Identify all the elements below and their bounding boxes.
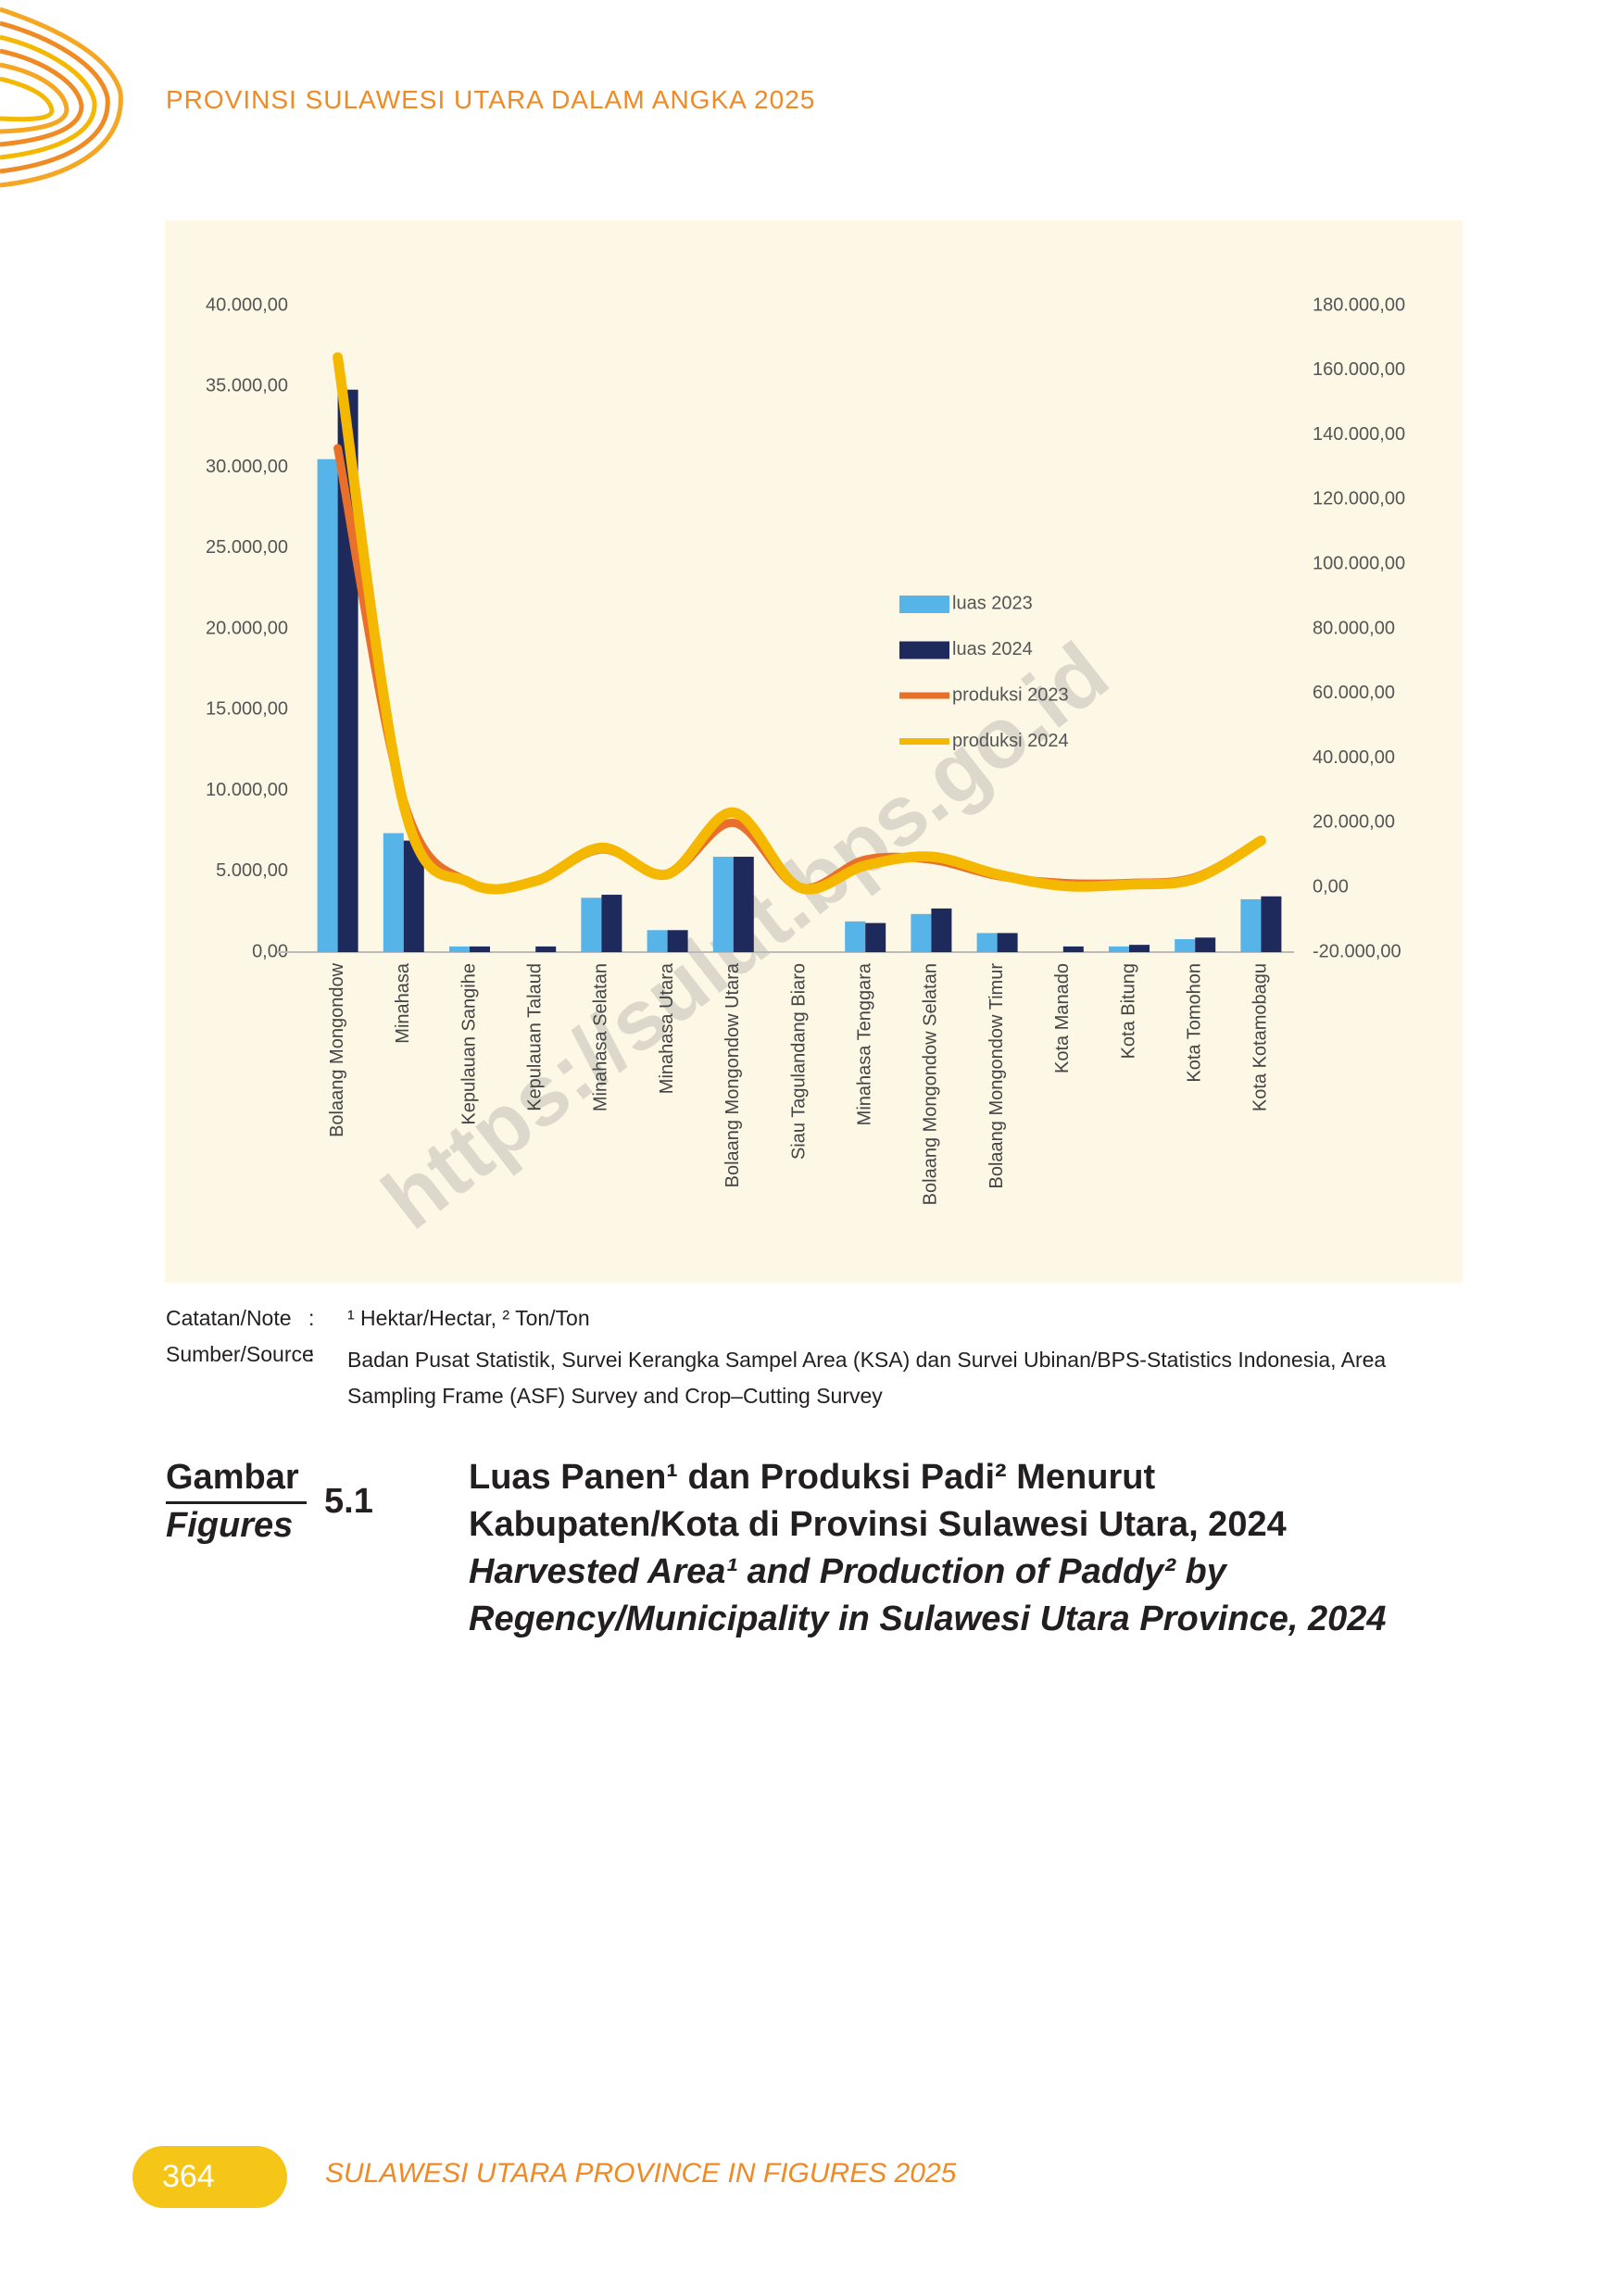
y2-tick-label: 0,00 [1313, 876, 1349, 897]
x-tick-label: Minahasa [393, 962, 413, 1044]
x-tick-label: Kepulauan Talaud [524, 963, 545, 1111]
legend-label: luas 2023 [952, 593, 1033, 613]
x-tick-label: Kota Kotamobagu [1250, 963, 1271, 1111]
y2-tick-label: 120.000,00 [1313, 489, 1405, 509]
bar [931, 908, 952, 952]
x-tick-label: Minahasa Utara [657, 962, 677, 1094]
decoration [0, 6, 123, 188]
bar [1062, 946, 1084, 952]
source-label: Sumber/Source [166, 1342, 314, 1366]
legend-label: produksi 2024 [952, 731, 1069, 751]
caption-label: Gambar [166, 1454, 307, 1504]
bar [667, 930, 688, 952]
y2-tick-label: 20.000,00 [1313, 812, 1395, 833]
caption-title-en: Regency/Municipality in Sulawesi Utara P… [469, 1600, 1387, 1638]
y2-tick-label: 40.000,00 [1313, 747, 1395, 768]
bar [1240, 898, 1262, 952]
y-tick-label: 0,00 [252, 941, 288, 961]
caption-title: Luas Panen¹ dan Produksi Padi² Menurut [469, 1458, 1156, 1497]
x-tick-label: Bolaang Mongondow Utara [723, 962, 743, 1187]
bar [712, 857, 734, 952]
y2-tick-label: 160.000,00 [1313, 359, 1405, 380]
bar [865, 922, 886, 952]
legend-label: luas 2024 [952, 639, 1033, 659]
note-label: Catatan/Note [166, 1306, 292, 1330]
bar [581, 897, 602, 952]
legend-swatch [899, 641, 949, 659]
y2-tick-label: 60.000,00 [1313, 683, 1395, 703]
x-tick-label: Bolaang Mongondow Timur [986, 963, 1007, 1189]
x-tick-label: Bolaang Mongondow Selatan [921, 963, 941, 1205]
x-tick-label: Minahasa Selatan [591, 963, 611, 1111]
bar [317, 458, 338, 952]
bar [601, 895, 622, 952]
y-tick-label: 10.000,00 [206, 780, 288, 800]
bar [403, 840, 424, 952]
bar [845, 921, 866, 952]
source-separator: : [308, 1342, 315, 1366]
bar [997, 933, 1018, 952]
bar [647, 930, 668, 952]
bar [470, 946, 490, 952]
y-tick-label: 35.000,00 [206, 376, 288, 396]
y2-tick-label: 140.000,00 [1313, 424, 1405, 445]
bar [383, 833, 404, 952]
y2-tick-label: 180.000,00 [1313, 295, 1405, 315]
bar [1175, 939, 1196, 952]
y2-tick-label: -20.000,00 [1313, 941, 1401, 961]
caption-number: 5.1 [324, 1482, 373, 1521]
y-tick-label: 40.000,00 [206, 295, 288, 315]
bar [449, 946, 470, 952]
chart: https://sulut.bps.go.id 0,005.000,0010.0… [165, 220, 1463, 1283]
header-title: PROVINSI SULAWESI UTARA DALAM ANGKA 2025 [166, 85, 816, 114]
source-text: Badan Pusat Statistik, Survei Kerangka S… [347, 1348, 1387, 1408]
page-number-badge [132, 2146, 287, 2208]
chart-background [165, 220, 1463, 1283]
caption-label-en: Figures [166, 1506, 294, 1545]
x-tick-label: Kota Bitung [1118, 963, 1138, 1059]
bar [535, 946, 557, 952]
bar [1109, 946, 1129, 952]
x-tick-label: Kota Tomohon [1184, 963, 1204, 1083]
legend-label: produksi 2023 [952, 684, 1069, 705]
page-number: 364 [162, 2159, 215, 2194]
y-tick-label: 15.000,00 [206, 699, 288, 720]
x-tick-label: Kota Manado [1052, 963, 1073, 1073]
bar [1129, 945, 1150, 952]
caption-title-en: Harvested Area¹ and Production of Paddy²… [469, 1552, 1226, 1591]
caption-title: Kabupaten/Kota di Provinsi Sulawesi Utar… [469, 1505, 1287, 1544]
y-tick-label: 20.000,00 [206, 618, 288, 638]
y-tick-label: 25.000,00 [206, 537, 288, 558]
y2-tick-label: 100.000,00 [1313, 553, 1405, 573]
note-text: ¹ Hektar/Hectar, ² Ton/Ton [347, 1306, 590, 1330]
bar [976, 933, 998, 952]
x-tick-label: Siau Tagulandang Biaro [788, 963, 809, 1160]
line [333, 352, 1266, 895]
x-tick-label: Kepulauan Sangihe [459, 963, 479, 1125]
y-tick-label: 30.000,00 [206, 457, 288, 477]
bar [1195, 937, 1216, 952]
note-separator: : [308, 1306, 315, 1330]
bar [911, 913, 932, 952]
legend-swatch [899, 596, 949, 613]
x-tick-label: Bolaang Mongondow [327, 962, 347, 1136]
bar [733, 857, 754, 952]
footer-text: SULAWESI UTARA PROVINCE IN FIGURES 2025 [325, 2158, 957, 2189]
y-tick-label: 5.000,00 [216, 860, 288, 881]
bar [1261, 896, 1282, 952]
x-tick-label: Minahasa Tenggara [854, 962, 874, 1125]
y2-tick-label: 80.000,00 [1313, 618, 1395, 638]
